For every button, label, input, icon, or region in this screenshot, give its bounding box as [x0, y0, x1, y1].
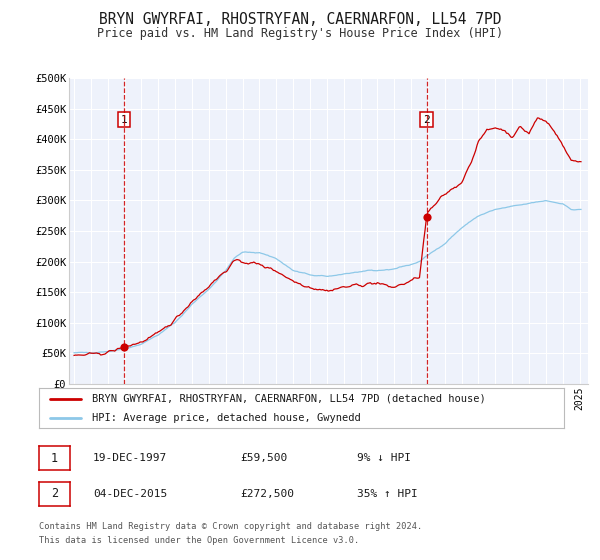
Text: 2: 2 — [51, 487, 58, 501]
Text: 19-DEC-1997: 19-DEC-1997 — [93, 453, 167, 463]
Point — [119, 343, 129, 352]
Text: This data is licensed under the Open Government Licence v3.0.: This data is licensed under the Open Gov… — [39, 536, 359, 545]
Text: 1: 1 — [51, 451, 58, 465]
Text: Price paid vs. HM Land Registry's House Price Index (HPI): Price paid vs. HM Land Registry's House … — [97, 27, 503, 40]
Text: BRYN GWYRFAI, RHOSTRYFAN, CAERNARFON, LL54 7PD: BRYN GWYRFAI, RHOSTRYFAN, CAERNARFON, LL… — [99, 12, 501, 27]
Point — [422, 213, 431, 222]
Text: 2: 2 — [423, 115, 430, 125]
Text: 04-DEC-2015: 04-DEC-2015 — [93, 489, 167, 499]
Text: 1: 1 — [121, 115, 127, 125]
Text: Contains HM Land Registry data © Crown copyright and database right 2024.: Contains HM Land Registry data © Crown c… — [39, 522, 422, 531]
Text: £272,500: £272,500 — [240, 489, 294, 499]
Text: 35% ↑ HPI: 35% ↑ HPI — [357, 489, 418, 499]
Text: HPI: Average price, detached house, Gwynedd: HPI: Average price, detached house, Gwyn… — [91, 413, 360, 422]
Text: 9% ↓ HPI: 9% ↓ HPI — [357, 453, 411, 463]
Text: BRYN GWYRFAI, RHOSTRYFAN, CAERNARFON, LL54 7PD (detached house): BRYN GWYRFAI, RHOSTRYFAN, CAERNARFON, LL… — [91, 394, 485, 404]
Text: £59,500: £59,500 — [240, 453, 287, 463]
